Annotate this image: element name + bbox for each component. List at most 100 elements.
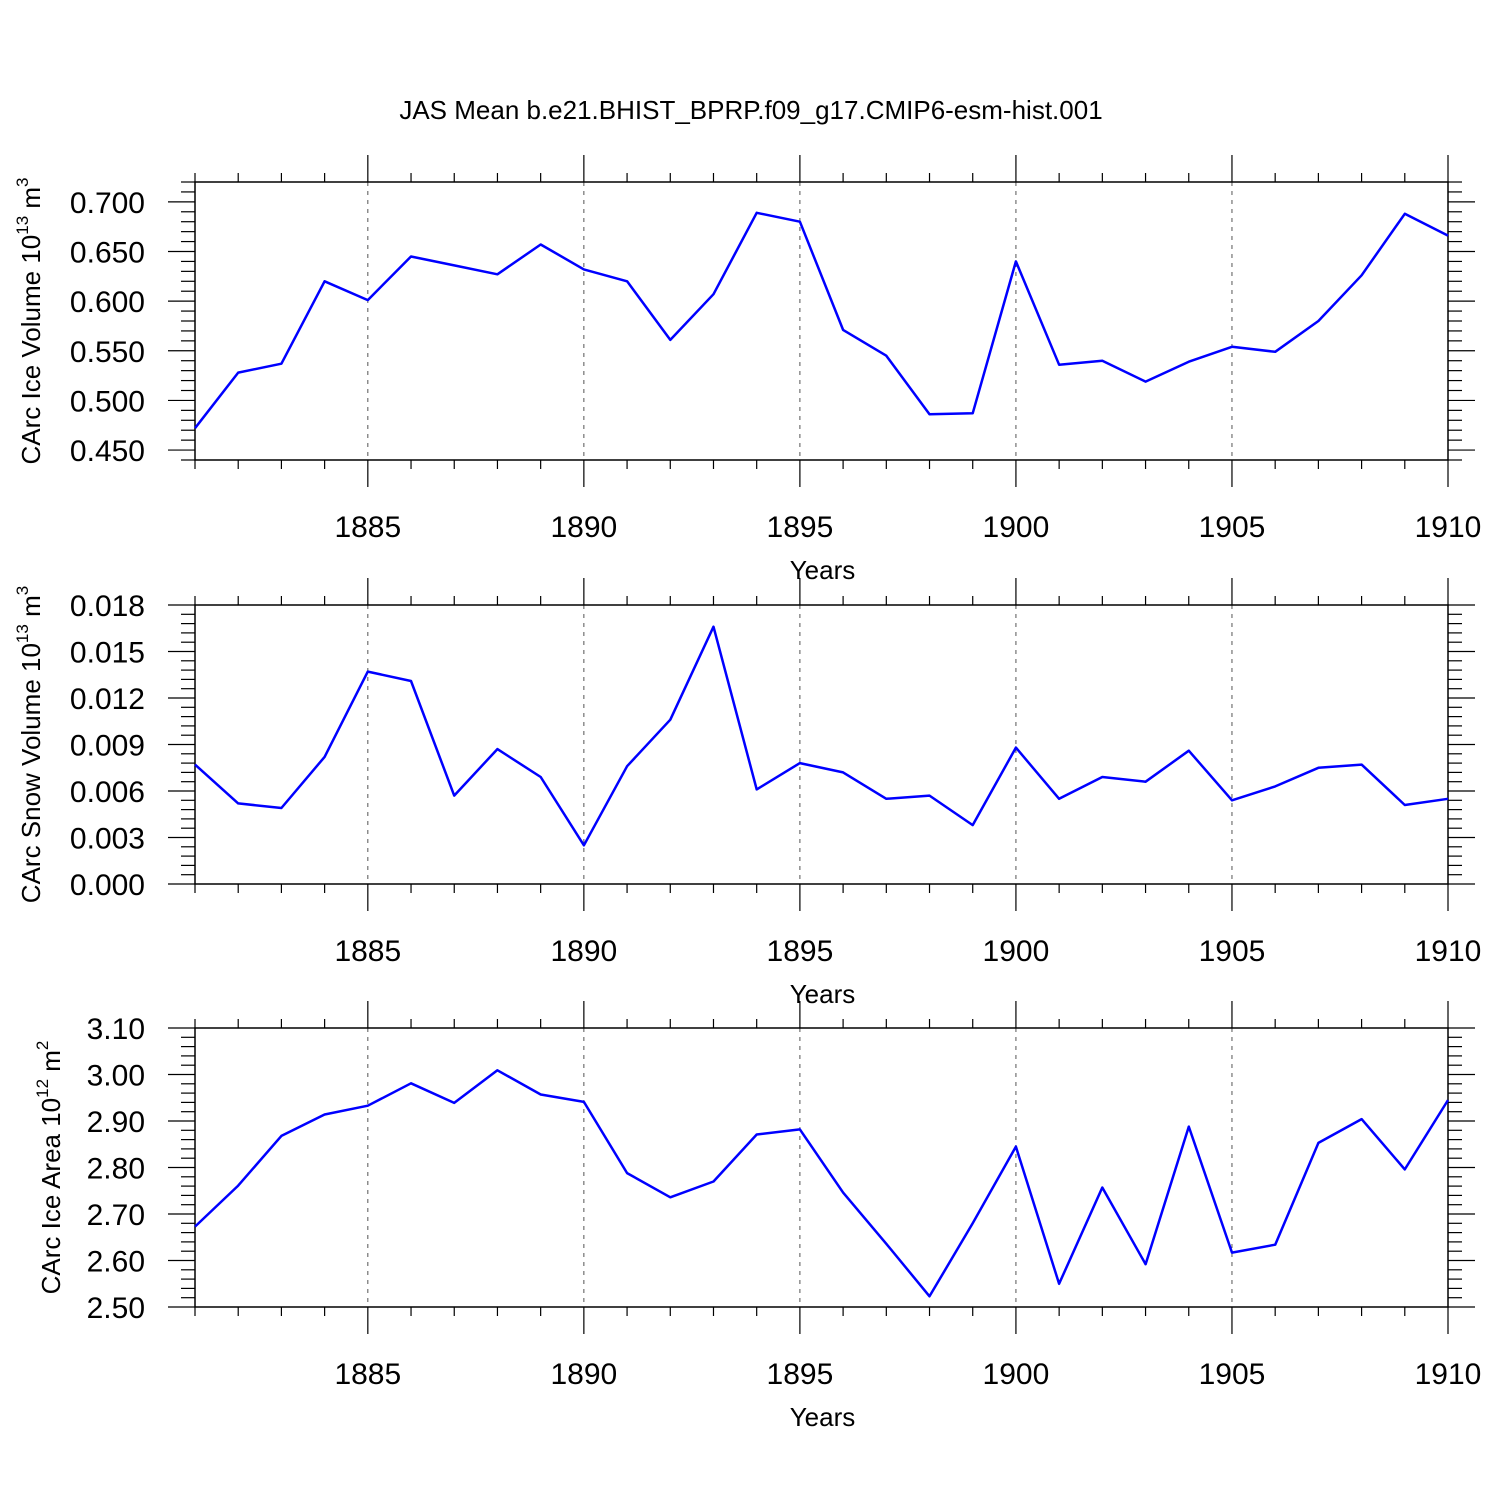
data-point-1906 xyxy=(1273,1243,1277,1247)
y-tick-label: 0.550 xyxy=(70,336,145,369)
x-tick-label: 1890 xyxy=(550,511,617,544)
data-point-1886 xyxy=(409,1081,413,1085)
x-tick-label: 1885 xyxy=(334,935,401,968)
data-point-1907 xyxy=(1316,766,1320,770)
data-point-1892 xyxy=(668,1195,672,1199)
data-point-1883 xyxy=(279,1134,283,1138)
data-point-1888 xyxy=(495,747,499,751)
data-point-1889 xyxy=(539,243,543,247)
data-point-1899 xyxy=(971,823,975,827)
y-tick-label: 3.10 xyxy=(87,1013,145,1046)
x-tick-label: 1890 xyxy=(550,1358,617,1391)
data-point-1891 xyxy=(625,279,629,283)
data-point-1895 xyxy=(798,761,802,765)
data-point-1891 xyxy=(625,764,629,768)
y-axis-label-unit: m xyxy=(36,1050,66,1079)
data-point-1889 xyxy=(539,1093,543,1097)
data-point-1893 xyxy=(712,1180,716,1184)
chart-title: JAS Mean b.e21.BHIST_BPRP.f09_g17.CMIP6-… xyxy=(399,95,1102,125)
y-tick-label: 0.006 xyxy=(70,776,145,809)
y-tick-label: 0.003 xyxy=(70,823,145,856)
x-tick-label: 1910 xyxy=(1415,511,1482,544)
y-tick-label: 2.70 xyxy=(87,1199,145,1232)
data-point-1885 xyxy=(366,298,370,302)
data-point-1909 xyxy=(1403,803,1407,807)
data-point-1895 xyxy=(798,1127,802,1131)
data-point-1906 xyxy=(1273,350,1277,354)
series-line xyxy=(194,211,1449,429)
data-point-1904 xyxy=(1187,360,1191,364)
data-point-1888 xyxy=(495,272,499,276)
x-tick-label: 1885 xyxy=(334,511,401,544)
x-tick-label: 1905 xyxy=(1199,935,1266,968)
plot-frame xyxy=(194,604,1449,885)
data-point-1898 xyxy=(928,794,932,798)
y-tick-label: 3.00 xyxy=(87,1060,145,1093)
plot-frame xyxy=(194,181,1449,461)
x-tick-label: 1890 xyxy=(550,935,617,968)
data-point-1881 xyxy=(193,426,197,430)
y-tick-label: 2.50 xyxy=(87,1292,145,1325)
data-point-1902 xyxy=(1100,775,1104,779)
x-axis-label: Years xyxy=(790,979,856,1009)
y-tick-label: 2.90 xyxy=(87,1106,145,1139)
data-point-1885 xyxy=(366,670,370,674)
y-tick-label: 0.700 xyxy=(70,187,145,220)
y-tick-label: 0.012 xyxy=(70,683,145,716)
data-point-1910 xyxy=(1446,234,1450,238)
data-point-1901 xyxy=(1057,363,1061,367)
data-point-1904 xyxy=(1187,1125,1191,1129)
data-point-1908 xyxy=(1360,763,1364,767)
data-point-1887 xyxy=(452,794,456,798)
data-point-1908 xyxy=(1360,273,1364,277)
data-point-1898 xyxy=(928,1294,932,1298)
data-point-1890 xyxy=(582,1100,586,1104)
y-tick-label: 0.500 xyxy=(70,385,145,418)
x-axis-label: Years xyxy=(790,555,856,585)
x-tick-label: 1905 xyxy=(1199,511,1266,544)
data-point-1886 xyxy=(409,679,413,683)
y-tick-label: 0.018 xyxy=(70,590,145,623)
data-point-1886 xyxy=(409,255,413,259)
x-tick-label: 1900 xyxy=(983,1358,1050,1391)
data-point-1903 xyxy=(1144,780,1148,784)
series-line xyxy=(194,1069,1450,1298)
y-tick-label: 0.650 xyxy=(70,237,145,270)
data-point-1908 xyxy=(1360,1117,1364,1121)
y-axis-label: CArc Ice Area 1012 m2 xyxy=(33,1041,66,1295)
data-point-1900 xyxy=(1014,746,1018,750)
y-axis-label-unit: m xyxy=(16,595,46,624)
y-tick-label: 0.015 xyxy=(70,637,145,670)
data-point-1884 xyxy=(323,1113,327,1117)
data-point-1893 xyxy=(712,292,716,296)
data-point-1883 xyxy=(279,806,283,810)
data-point-1892 xyxy=(668,718,672,722)
data-point-1892 xyxy=(668,338,672,342)
data-point-1900 xyxy=(1014,1145,1018,1149)
chart-panels: 0.450 0.500 0.550 0.600 0.650 0.700 1885 1890 18… xyxy=(13,155,1481,1432)
data-point-1902 xyxy=(1100,1186,1104,1190)
x-tick-label: 1900 xyxy=(983,935,1050,968)
data-point-1906 xyxy=(1273,784,1277,788)
data-point-1883 xyxy=(279,362,283,366)
y-axis-label-text: CArc Ice Area 10 xyxy=(36,1098,66,1295)
y-axis-label-text: CArc Snow Volume 10 xyxy=(16,643,46,903)
data-point-1903 xyxy=(1144,380,1148,384)
data-point-1890 xyxy=(582,843,586,847)
y-tick-label: 0.009 xyxy=(70,730,145,763)
x-axis-label: Years xyxy=(790,1402,856,1432)
y-axis-label-unit-exponent: 3 xyxy=(13,586,32,595)
data-point-1884 xyxy=(323,279,327,283)
data-point-1887 xyxy=(452,263,456,267)
y-tick-label: 2.80 xyxy=(87,1153,145,1186)
data-point-1905 xyxy=(1230,798,1234,802)
data-point-1899 xyxy=(971,1221,975,1225)
y-axis-label-exponent: 13 xyxy=(13,624,32,643)
data-point-1910 xyxy=(1446,1098,1450,1102)
data-point-1894 xyxy=(755,1133,759,1137)
data-point-1895 xyxy=(798,220,802,224)
data-point-1905 xyxy=(1230,1251,1234,1255)
data-point-1909 xyxy=(1403,1167,1407,1171)
chart-panel-2: 0.000 0.003 0.006 0.009 0.012 0.015 0.018 1885 1… xyxy=(13,578,1481,1009)
